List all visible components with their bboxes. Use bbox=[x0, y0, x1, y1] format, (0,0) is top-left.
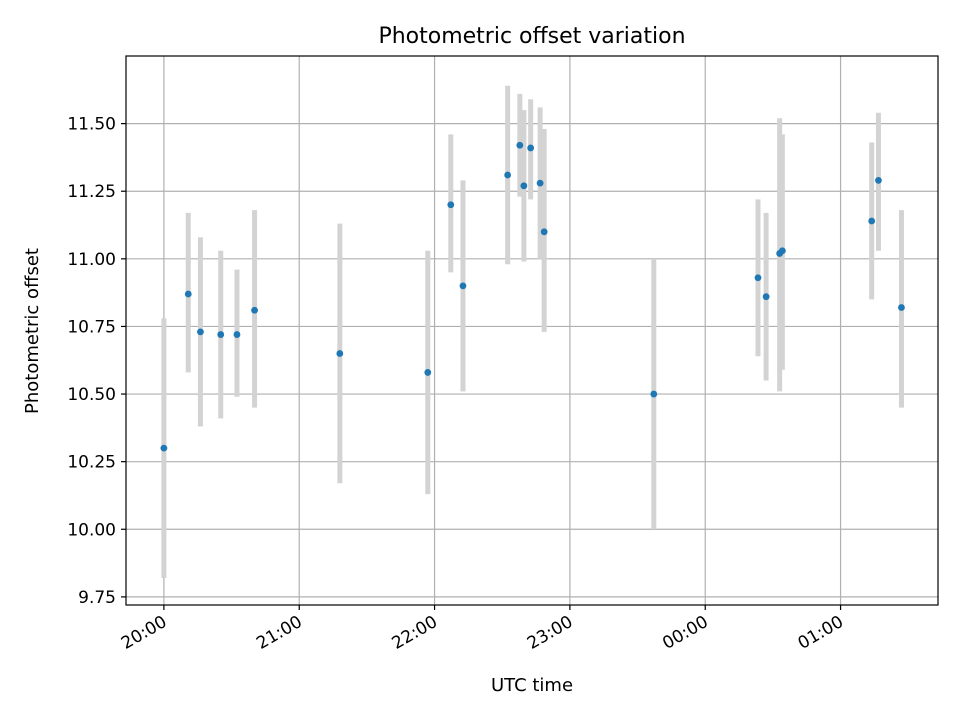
data-point bbox=[217, 331, 225, 338]
y-tick-label: 10.25 bbox=[67, 453, 116, 473]
data-point bbox=[459, 282, 467, 290]
data-point bbox=[447, 201, 455, 209]
data-point bbox=[898, 304, 905, 311]
data-point bbox=[516, 141, 524, 149]
chart-title: Photometric offset variation bbox=[378, 24, 685, 49]
y-tick-label: 10.50 bbox=[67, 385, 116, 405]
y-axis-ticks: 9.75 10.00 10.25 10.50 10.75 11.00 11.25 11.50 bbox=[67, 115, 126, 608]
data-point bbox=[184, 290, 192, 298]
data-point bbox=[868, 217, 876, 225]
data-point bbox=[650, 390, 658, 398]
data-point bbox=[875, 177, 882, 184]
data-point bbox=[754, 274, 762, 282]
data-point bbox=[160, 444, 168, 452]
y-tick-label: 10.00 bbox=[67, 520, 116, 540]
data-point bbox=[251, 306, 258, 314]
data-point bbox=[778, 247, 786, 255]
data-point bbox=[233, 331, 241, 338]
data-point bbox=[336, 350, 344, 357]
data-point bbox=[540, 228, 548, 236]
plot-frame bbox=[125, 55, 939, 606]
y-tick-label: 9.75 bbox=[78, 588, 116, 608]
data-point bbox=[527, 144, 535, 152]
data-point bbox=[197, 328, 204, 336]
x-axis-label: UTC time bbox=[491, 675, 573, 696]
data-point bbox=[424, 369, 432, 376]
y-axis-label: Photometric offset bbox=[22, 248, 43, 414]
data-points bbox=[160, 141, 905, 452]
y-tick-label: 11.50 bbox=[67, 115, 116, 135]
y-tick-label: 10.75 bbox=[67, 317, 116, 337]
y-tick-label: 11.25 bbox=[67, 182, 116, 202]
data-point bbox=[536, 179, 544, 187]
data-point bbox=[520, 182, 528, 190]
y-tick-label: 11.00 bbox=[67, 250, 116, 270]
data-point bbox=[762, 293, 770, 301]
data-point bbox=[504, 171, 512, 179]
